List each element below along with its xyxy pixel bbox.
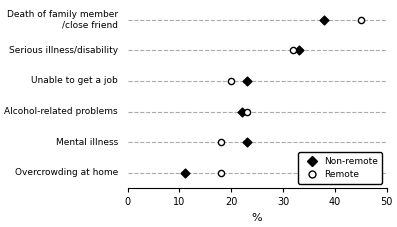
Remote xyxy=(228,79,234,83)
Remote xyxy=(218,141,224,144)
Legend: Non-remote, Remote: Non-remote, Remote xyxy=(299,152,382,184)
Non-remote xyxy=(295,48,302,52)
X-axis label: %: % xyxy=(252,213,262,223)
Remote xyxy=(290,48,297,52)
Remote xyxy=(358,18,364,21)
Non-remote xyxy=(181,171,188,175)
Remote xyxy=(243,110,250,113)
Non-remote xyxy=(243,79,250,83)
Non-remote xyxy=(321,18,328,21)
Non-remote xyxy=(243,141,250,144)
Remote xyxy=(218,171,224,175)
Non-remote xyxy=(238,110,245,113)
